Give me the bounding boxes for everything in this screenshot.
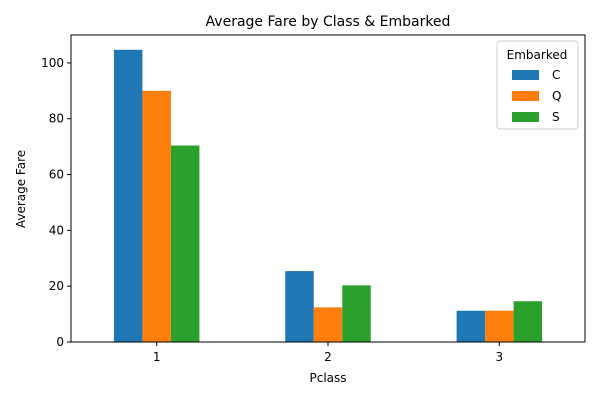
y-tick-label: 0 [56, 335, 64, 349]
chart-title: Average Fare by Class & Embarked [206, 14, 451, 30]
legend-title: Embarked [507, 48, 568, 62]
x-tick-label: 1 [153, 350, 161, 364]
legend-label-S: S [552, 110, 560, 124]
x-axis-label: Pclass [309, 371, 346, 385]
legend-swatch-S [512, 112, 539, 122]
bar-Q-3 [485, 310, 514, 342]
bars [113, 49, 543, 343]
bar-C-2 [285, 271, 314, 342]
x-axis-ticks: 1 2 3 [153, 342, 503, 364]
legend-swatch-Q [512, 91, 539, 101]
y-axis-ticks: 0 20 40 60 80 100 [41, 56, 71, 349]
bar-C-3 [456, 310, 486, 342]
x-tick-label: 3 [496, 350, 504, 364]
bar-S-2 [342, 285, 371, 342]
legend-label-Q: Q [552, 89, 561, 103]
y-tick-label: 20 [49, 279, 64, 293]
bar-S-3 [513, 301, 543, 342]
bar-Q-2 [313, 307, 343, 342]
bar-S-1 [170, 145, 200, 342]
y-tick-label: 60 [49, 168, 64, 182]
y-tick-label: 80 [49, 112, 64, 126]
bar-Q-1 [142, 90, 171, 343]
bar-C-1 [113, 49, 143, 343]
legend: Embarked CQS [496, 40, 579, 130]
x-tick-label: 2 [324, 350, 332, 364]
y-axis-label: Average Fare [14, 150, 28, 228]
legend-label-C: C [552, 68, 560, 82]
plot-area: 0 20 40 60 80 100 1 2 3 [41, 34, 586, 364]
legend-box [496, 40, 579, 130]
legend-swatch-C [512, 70, 539, 80]
y-tick-label: 100 [41, 56, 64, 70]
legend-items: CQS [512, 68, 561, 124]
y-tick-label: 40 [49, 223, 64, 237]
